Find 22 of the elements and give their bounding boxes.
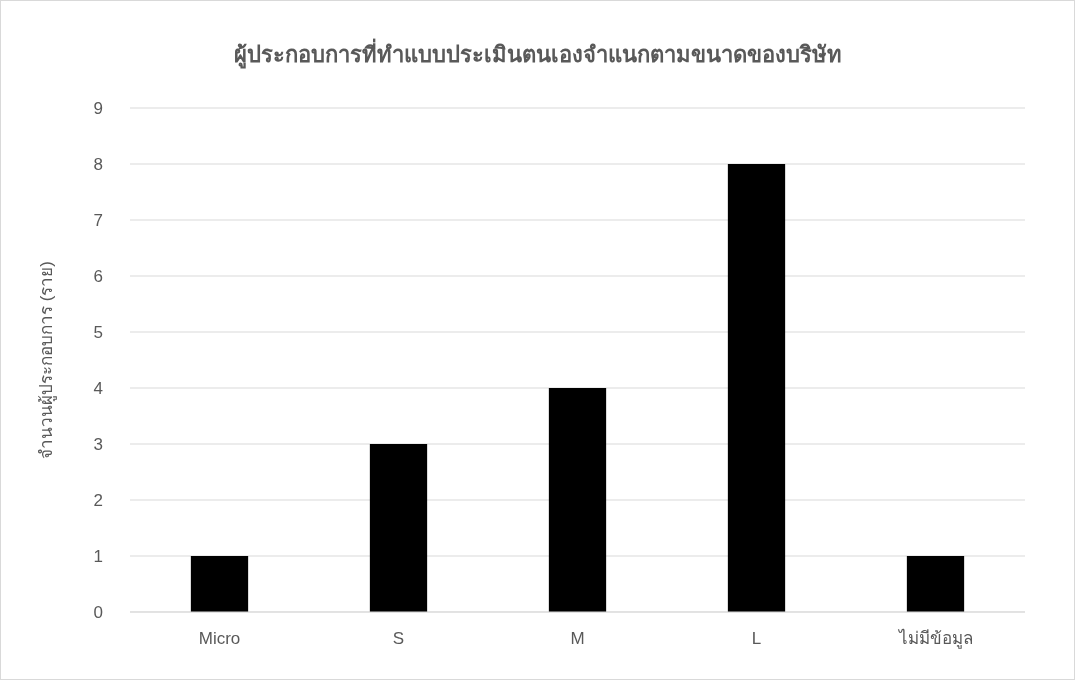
bar bbox=[906, 556, 965, 612]
y-tick-label: 6 bbox=[93, 267, 103, 286]
bar bbox=[190, 556, 249, 612]
bar bbox=[369, 444, 428, 612]
y-tick-label: 5 bbox=[93, 323, 103, 342]
y-tick-label: 3 bbox=[93, 435, 103, 454]
y-tick-label: 9 bbox=[93, 99, 103, 118]
x-tick-label: Micro bbox=[198, 629, 241, 648]
chart-title: ผู้ประกอบการที่ทำแบบประเมินตนเองจำแนกตามขนาดของบริษัท bbox=[233, 38, 842, 69]
x-tick-label: S bbox=[392, 629, 405, 648]
y-tick-label: 8 bbox=[93, 155, 103, 174]
y-tick-label: 4 bbox=[93, 379, 103, 398]
bar bbox=[548, 388, 607, 612]
x-tick-label: M bbox=[570, 629, 585, 648]
x-tick-label: ไม่มีข้อมูล bbox=[896, 628, 973, 649]
y-tick-label: 0 bbox=[93, 603, 103, 622]
y-axis-title: จำนวนผู้ประกอบการ (ราย) bbox=[37, 260, 57, 460]
y-tick-label: 2 bbox=[93, 491, 103, 510]
bar bbox=[727, 164, 786, 612]
x-tick-label: L bbox=[751, 629, 762, 648]
y-tick-label: 1 bbox=[93, 547, 103, 566]
y-tick-label: 7 bbox=[93, 211, 103, 230]
